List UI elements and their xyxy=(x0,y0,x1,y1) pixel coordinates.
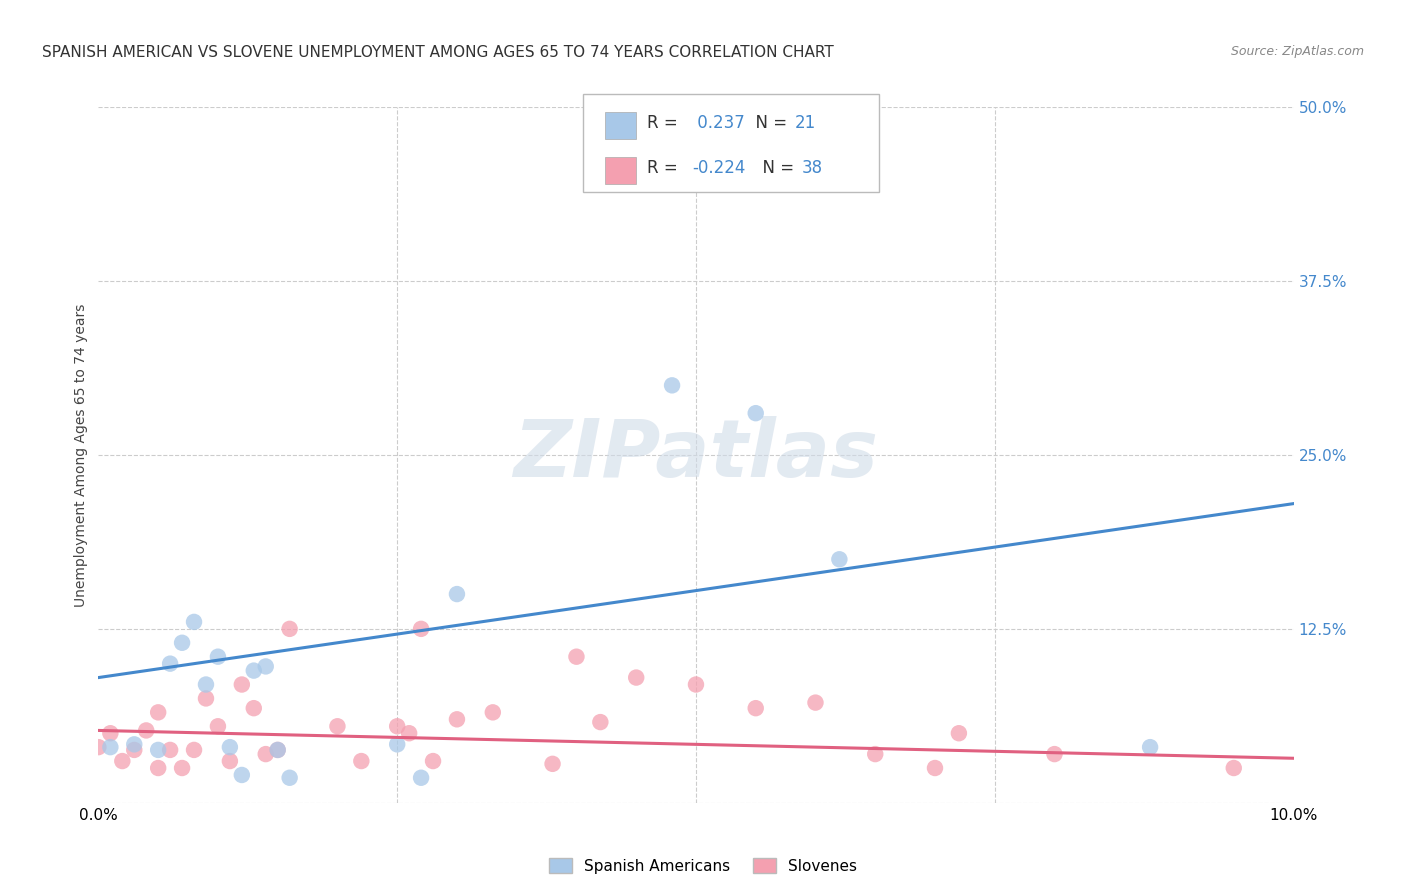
Point xyxy=(148,761,170,775)
Point xyxy=(350,754,373,768)
Text: 38: 38 xyxy=(801,159,823,177)
Point xyxy=(183,743,205,757)
Point xyxy=(243,701,266,715)
Point xyxy=(111,754,134,768)
Text: N =: N = xyxy=(745,114,793,132)
Point xyxy=(243,664,266,678)
Point xyxy=(98,740,122,755)
Point xyxy=(267,743,290,757)
Point xyxy=(207,719,229,733)
Point xyxy=(207,649,229,664)
Text: 21: 21 xyxy=(794,114,815,132)
Point xyxy=(231,768,253,782)
Text: Source: ZipAtlas.com: Source: ZipAtlas.com xyxy=(1230,45,1364,58)
Point xyxy=(278,771,301,785)
Point xyxy=(231,677,253,691)
Point xyxy=(278,622,301,636)
Point xyxy=(124,737,146,751)
Point xyxy=(398,726,420,740)
Point xyxy=(172,761,194,775)
Point xyxy=(385,719,409,733)
Point xyxy=(87,740,110,755)
Point xyxy=(446,587,468,601)
Point xyxy=(948,726,970,740)
Point xyxy=(148,743,170,757)
Point xyxy=(195,691,218,706)
Text: R =: R = xyxy=(647,114,683,132)
Point xyxy=(267,743,290,757)
Text: -0.224: -0.224 xyxy=(692,159,745,177)
Point xyxy=(828,552,851,566)
Point xyxy=(482,706,505,720)
Point xyxy=(541,756,564,771)
Legend: Spanish Americans, Slovenes: Spanish Americans, Slovenes xyxy=(543,852,863,880)
Text: R =: R = xyxy=(647,159,683,177)
Point xyxy=(219,740,242,755)
Point xyxy=(446,712,468,726)
Point xyxy=(745,406,768,420)
Point xyxy=(411,771,433,785)
Point xyxy=(422,754,444,768)
Point xyxy=(172,636,194,650)
Point xyxy=(159,657,181,671)
Point xyxy=(135,723,157,738)
Point xyxy=(589,715,612,730)
Point xyxy=(148,706,170,720)
Point xyxy=(924,761,946,775)
Point xyxy=(411,622,433,636)
Text: SPANISH AMERICAN VS SLOVENE UNEMPLOYMENT AMONG AGES 65 TO 74 YEARS CORRELATION C: SPANISH AMERICAN VS SLOVENE UNEMPLOYMENT… xyxy=(42,45,834,60)
Point xyxy=(124,743,146,757)
Text: 0.237: 0.237 xyxy=(692,114,745,132)
Point xyxy=(1043,747,1066,761)
Point xyxy=(219,754,242,768)
Point xyxy=(385,737,409,751)
Point xyxy=(195,677,218,691)
Point xyxy=(626,671,648,685)
Point xyxy=(326,719,349,733)
Point xyxy=(865,747,887,761)
Point xyxy=(254,747,277,761)
Point xyxy=(183,615,205,629)
Point xyxy=(1139,740,1161,755)
Point xyxy=(159,743,181,757)
Point xyxy=(745,701,768,715)
Point xyxy=(565,649,588,664)
Point xyxy=(804,696,827,710)
Point xyxy=(661,378,683,392)
Point xyxy=(685,677,707,691)
Point xyxy=(1223,761,1246,775)
Text: ZIPatlas: ZIPatlas xyxy=(513,416,879,494)
Text: N =: N = xyxy=(752,159,800,177)
Point xyxy=(254,659,277,673)
Point xyxy=(98,726,122,740)
Y-axis label: Unemployment Among Ages 65 to 74 years: Unemployment Among Ages 65 to 74 years xyxy=(75,303,89,607)
